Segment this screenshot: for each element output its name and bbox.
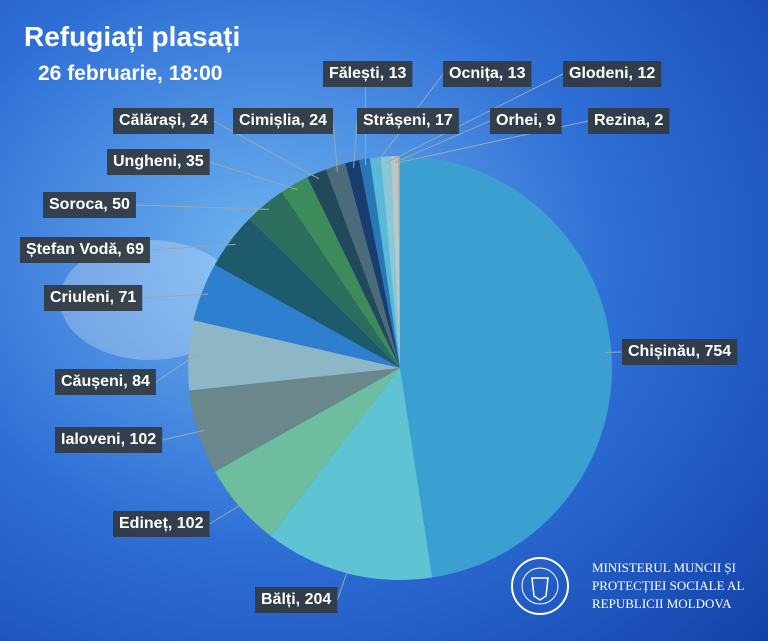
label-box xyxy=(20,237,150,263)
label-box xyxy=(55,369,156,395)
ministry-text: PROTECȚIEI SOCIALE AL xyxy=(592,578,744,593)
leader-line xyxy=(135,204,270,210)
label-box xyxy=(255,587,338,613)
data-label: Criuleni, 71 xyxy=(50,289,136,306)
data-label: Rezina, 2 xyxy=(594,112,663,129)
label-box xyxy=(233,108,334,134)
ministry-text: REPUBLICII MOLDOVA xyxy=(592,596,732,611)
label-box xyxy=(43,192,136,218)
pie-slice xyxy=(188,320,400,391)
label-box xyxy=(113,108,214,134)
leader-line xyxy=(149,243,236,251)
chart-title: Refugiați plasați xyxy=(24,21,240,52)
leader-line xyxy=(385,73,564,164)
data-label: Edineț, 102 xyxy=(119,515,204,532)
pie-slice xyxy=(189,368,400,472)
leader-line xyxy=(394,120,491,163)
leader-line xyxy=(209,502,245,525)
leader-line xyxy=(353,120,358,168)
leader-line xyxy=(332,120,338,173)
label-box xyxy=(490,108,562,134)
label-box xyxy=(55,427,163,453)
label-box xyxy=(443,61,532,87)
ministry-logo: MINISTERUL MUNCII ȘI PROTECȚIEI SOCIALE … xyxy=(511,557,744,615)
label-box xyxy=(622,339,738,365)
pie-slice xyxy=(325,163,400,368)
label-box xyxy=(113,511,210,537)
data-label: Ialoveni, 102 xyxy=(61,431,156,448)
emblem xyxy=(531,577,549,601)
emblem xyxy=(521,567,559,605)
leader-line xyxy=(209,161,298,191)
data-label: Căușeni, 84 xyxy=(61,373,150,390)
pie-slice xyxy=(307,169,400,368)
label-box xyxy=(107,149,210,175)
label-box xyxy=(323,61,413,87)
emblem xyxy=(511,557,569,615)
leader-line xyxy=(155,355,196,383)
leader-line xyxy=(142,293,209,299)
pie-slice xyxy=(400,156,613,578)
pie-slice xyxy=(214,218,400,368)
data-label: Soroca, 50 xyxy=(49,196,130,213)
data-label: Orhei, 9 xyxy=(496,112,556,129)
data-label: Fălești, 13 xyxy=(329,65,406,82)
pie-slice xyxy=(369,156,400,368)
pie-slice xyxy=(193,264,400,368)
pie-slice xyxy=(390,156,400,368)
label-box xyxy=(563,61,662,87)
pie-slice xyxy=(270,368,433,580)
pie-slice xyxy=(249,191,400,368)
data-label: Cimișlia, 24 xyxy=(239,112,327,129)
pie xyxy=(188,156,613,580)
data-label: Ștefan Vodă, 69 xyxy=(26,241,144,258)
data-label: Călărași, 24 xyxy=(119,112,208,129)
data-label: Strășeni, 17 xyxy=(363,112,453,129)
leader-line xyxy=(336,566,350,601)
pie-slice xyxy=(398,156,400,368)
pie-slice xyxy=(215,368,400,536)
labels: Chișinău, 754 Bălți, 204 Edineț, 102 Ialove… xyxy=(20,61,738,613)
data-label: Bălți, 204 xyxy=(261,591,331,608)
label-box xyxy=(44,285,143,311)
leader-line xyxy=(162,429,205,441)
pie-slice xyxy=(281,177,400,368)
pie-slice xyxy=(359,158,400,368)
data-label: Glodeni, 12 xyxy=(569,65,655,82)
pie-slice xyxy=(345,159,400,368)
leader-line xyxy=(213,120,320,180)
chart-subtitle: 26 februarie, 18:00 xyxy=(38,62,222,85)
data-label: Ocnița, 13 xyxy=(449,65,526,82)
ministry-text: MINISTERUL MUNCII ȘI xyxy=(592,560,736,575)
data-label: Chișinău, 754 xyxy=(628,343,731,360)
data-label: Ungheni, 35 xyxy=(113,153,204,170)
label-box xyxy=(588,108,670,134)
pie-slice xyxy=(380,156,400,368)
label-box xyxy=(357,108,459,134)
